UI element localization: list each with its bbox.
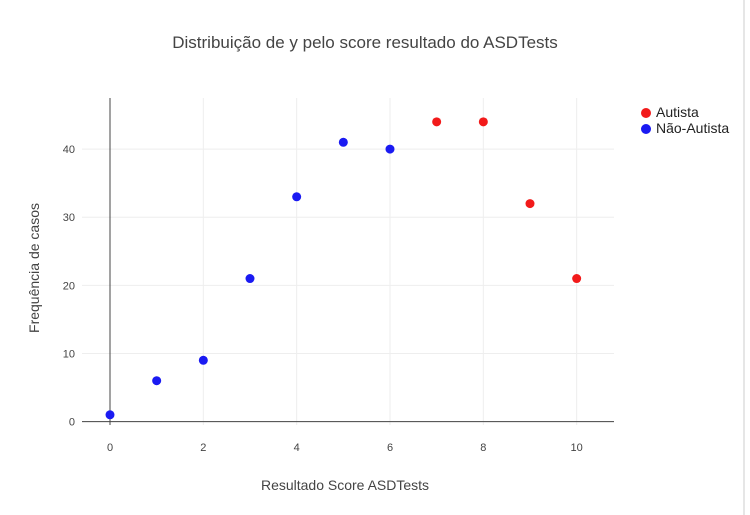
data-points — [105, 117, 582, 420]
data-point — [572, 274, 582, 284]
y-tick-label: 20 — [63, 280, 75, 292]
y-tick-label: 10 — [63, 348, 75, 360]
x-tick-label: 0 — [107, 442, 113, 454]
x-axis-title: Resultado Score ASDTests — [261, 477, 429, 493]
legend-label: Não-Autista — [656, 120, 729, 136]
y-axis-title: Frequência de casos — [26, 203, 42, 333]
x-tick-label: 2 — [200, 442, 206, 454]
data-point — [478, 117, 488, 127]
data-point — [292, 192, 302, 202]
grid-lines — [82, 98, 614, 425]
data-point — [245, 274, 255, 284]
data-point — [105, 410, 115, 420]
y-tick-label: 40 — [63, 144, 75, 156]
chart-title: Distribuição de y pelo score resultado d… — [172, 33, 558, 52]
data-point — [198, 355, 208, 365]
data-point — [432, 117, 442, 127]
x-tick-label: 8 — [480, 442, 486, 454]
y-tick-label: 30 — [63, 212, 75, 224]
x-tick-label: 10 — [571, 442, 583, 454]
data-point — [385, 144, 395, 154]
data-point — [152, 376, 162, 386]
data-point — [525, 199, 535, 209]
x-tick-labels: 0 2 4 6 8 10 — [107, 442, 583, 454]
legend-marker — [641, 108, 651, 118]
y-tick-label: 0 — [69, 417, 75, 429]
legend-marker — [641, 124, 651, 134]
x-tick-label: 6 — [387, 442, 393, 454]
legend-label: Autista — [656, 104, 699, 120]
panel-border — [743, 0, 745, 515]
y-tick-labels: 0 10 20 30 40 — [63, 144, 75, 429]
x-tick-label: 4 — [294, 442, 300, 454]
data-point — [338, 137, 348, 147]
